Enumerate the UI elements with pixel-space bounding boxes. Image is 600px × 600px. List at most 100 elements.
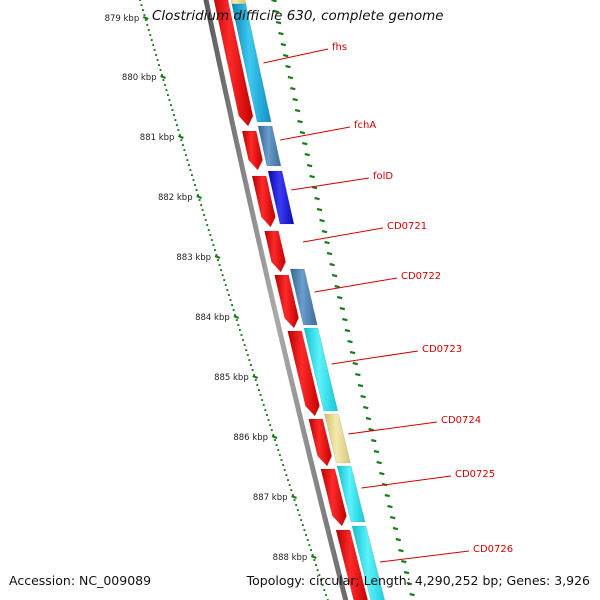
ruler-dot bbox=[321, 584, 324, 586]
outer-tick bbox=[339, 306, 346, 311]
cds-arrow bbox=[274, 274, 299, 329]
ruler-dot bbox=[194, 184, 196, 186]
outer-tick bbox=[271, 0, 277, 3]
ruler-dot bbox=[298, 514, 301, 516]
label-leader bbox=[361, 475, 452, 489]
ruler-dot bbox=[143, 14, 146, 16]
ruler-dot bbox=[201, 209, 204, 211]
outer-tick bbox=[398, 548, 404, 553]
ruler-dot bbox=[308, 544, 311, 546]
label-leader bbox=[331, 350, 419, 365]
outer-tick bbox=[282, 53, 289, 58]
ruler-dot bbox=[144, 19, 147, 21]
ruler-dot bbox=[323, 589, 326, 591]
outer-tick bbox=[349, 350, 356, 355]
outer-tick bbox=[355, 372, 361, 377]
ruler-dot bbox=[212, 244, 215, 246]
outer-tick bbox=[299, 130, 306, 135]
ruler-dot bbox=[178, 134, 181, 136]
gene-label-cd0725: CD0725 bbox=[455, 469, 495, 480]
outer-tick bbox=[384, 493, 391, 498]
ruler-dot bbox=[209, 234, 212, 236]
outer-tick bbox=[292, 97, 298, 102]
ruler-dot bbox=[166, 94, 169, 96]
ruler-dot bbox=[295, 504, 298, 506]
ruler-tick bbox=[160, 74, 166, 80]
ruler-dot bbox=[232, 309, 235, 311]
ruler-tick bbox=[233, 314, 240, 320]
ruler-dot bbox=[313, 559, 316, 561]
label-leader bbox=[302, 227, 384, 243]
ruler-tick bbox=[196, 194, 203, 200]
ruler-dot bbox=[245, 349, 248, 351]
ruler-dot bbox=[158, 64, 161, 66]
ruler-dot bbox=[169, 104, 172, 106]
outer-tick bbox=[321, 229, 328, 234]
cds-arrow bbox=[320, 468, 347, 527]
ruler-dot bbox=[311, 554, 314, 556]
gene-label-fcha: fchA bbox=[354, 120, 376, 131]
outer-tick bbox=[280, 42, 287, 47]
outer-tick bbox=[309, 174, 315, 179]
ruler-dot bbox=[315, 564, 317, 566]
outer-tick bbox=[314, 196, 320, 201]
ruler-dot bbox=[165, 89, 168, 91]
kbp-label: 882 kbp bbox=[158, 193, 193, 203]
ruler-dot bbox=[278, 454, 281, 456]
ruler-dot bbox=[204, 219, 207, 221]
ruler-tick bbox=[291, 494, 297, 500]
genome-backbone bbox=[203, 0, 349, 600]
kbp-label: 888 kbp bbox=[273, 553, 308, 563]
gene-block-cyan bbox=[303, 327, 339, 412]
ruler-dot bbox=[310, 549, 312, 551]
kbp-label: 887 kbp bbox=[253, 493, 288, 503]
ruler-dot bbox=[231, 304, 233, 306]
outer-tick bbox=[294, 108, 301, 113]
outer-tick bbox=[360, 394, 366, 399]
outer-tick bbox=[273, 9, 280, 14]
ruler-dot bbox=[240, 334, 243, 336]
outer-tick bbox=[392, 526, 399, 531]
ruler-dot bbox=[215, 254, 218, 256]
ruler-dot bbox=[198, 199, 201, 201]
ruler-dot bbox=[301, 524, 304, 526]
outer-tick bbox=[306, 163, 313, 168]
ruler-dot bbox=[224, 284, 227, 286]
gene-label-cd0721: CD0721 bbox=[387, 221, 427, 232]
outer-tick bbox=[324, 240, 330, 245]
ruler-dot bbox=[192, 179, 195, 181]
outer-tick bbox=[373, 449, 380, 454]
outer-tick bbox=[326, 251, 333, 256]
outer-tick bbox=[379, 471, 385, 476]
ruler-dot bbox=[254, 379, 257, 381]
gene-block-cyan bbox=[351, 525, 386, 600]
outer-tick bbox=[409, 592, 415, 597]
ruler-dot bbox=[172, 114, 175, 116]
ruler-dot bbox=[150, 39, 153, 41]
outer-tick bbox=[334, 284, 340, 289]
accession-text: Accession: NC_009089 bbox=[9, 573, 152, 588]
ruler-dot bbox=[285, 474, 288, 476]
outer-tick bbox=[376, 460, 382, 465]
outer-tick bbox=[365, 416, 372, 421]
ruler-dot bbox=[248, 359, 251, 361]
outer-tick bbox=[297, 119, 303, 124]
ruler-dot bbox=[259, 394, 262, 396]
outer-tick bbox=[347, 339, 353, 344]
ruler-dot bbox=[153, 49, 156, 51]
outer-tick bbox=[275, 20, 282, 25]
outer-tick bbox=[395, 537, 401, 542]
ruler-dot bbox=[325, 594, 328, 596]
outer-tick bbox=[387, 504, 393, 509]
ruler-dot bbox=[191, 174, 193, 176]
ruler-dot bbox=[156, 59, 159, 61]
outer-tick bbox=[352, 361, 358, 366]
ruler-dot bbox=[142, 9, 144, 11]
ruler-dot bbox=[250, 364, 252, 366]
ruler-dot bbox=[180, 139, 183, 141]
outer-tick bbox=[406, 581, 413, 586]
ruler-dot bbox=[272, 434, 275, 436]
outer-tick bbox=[331, 273, 338, 278]
ruler-dot bbox=[186, 159, 189, 161]
ruler-dot bbox=[184, 154, 187, 156]
